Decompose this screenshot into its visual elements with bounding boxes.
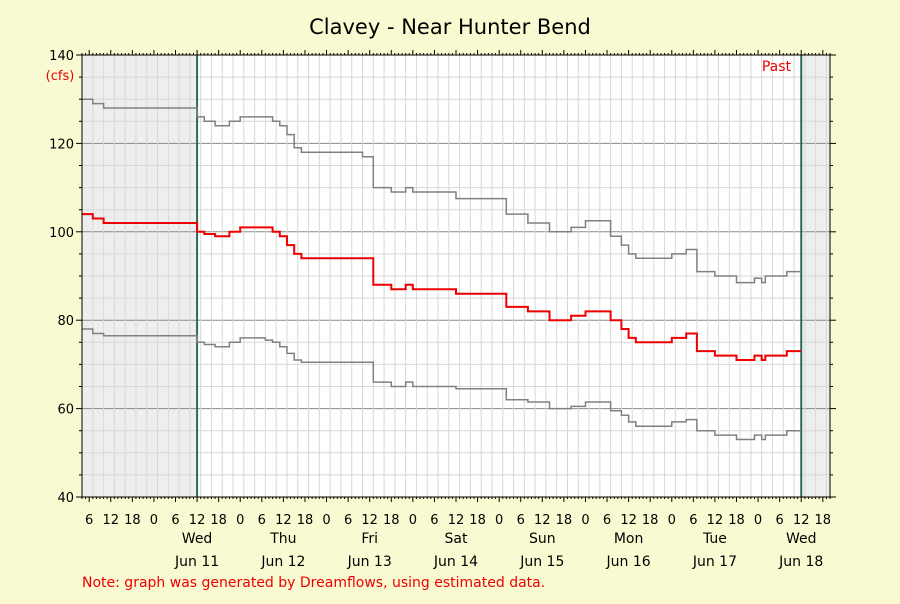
y-tick-label: 140 <box>49 49 74 64</box>
x-weekday-label: Fri <box>361 531 378 547</box>
x-date-label: Jun 15 <box>519 554 564 570</box>
x-weekday-label: Sun <box>529 531 556 547</box>
x-hour-label: 0 <box>668 513 676 528</box>
y-axis-label: (cfs) <box>46 69 75 84</box>
x-hour-label: 12 <box>102 513 119 528</box>
y-tick-label: 120 <box>49 137 74 152</box>
x-hour-label: 0 <box>322 513 330 528</box>
footer-note: Note: graph was generated by Dreamflows,… <box>82 575 545 591</box>
x-hour-label: 6 <box>85 513 93 528</box>
x-hour-label: 0 <box>409 513 417 528</box>
x-hour-label: 12 <box>448 513 465 528</box>
series-line-upper <box>82 98 802 284</box>
x-hour-label: 18 <box>210 513 227 528</box>
y-tick-label: 60 <box>57 403 74 418</box>
x-hour-label: 12 <box>361 513 378 528</box>
x-weekday-label: Wed <box>182 531 213 547</box>
x-weekday-label: Mon <box>614 531 644 547</box>
series-line-lower <box>82 328 802 441</box>
x-hour-label: 6 <box>344 513 352 528</box>
x-hour-label: 12 <box>620 513 637 528</box>
x-date-label: Jun 16 <box>606 554 651 570</box>
x-hour-label: 18 <box>642 513 659 528</box>
x-hour-label: 18 <box>815 513 832 528</box>
x-weekday-label: Tue <box>702 531 727 547</box>
x-hour-label: 18 <box>469 513 486 528</box>
x-date-label: Jun 13 <box>347 554 392 570</box>
x-weekday-label: Sat <box>445 531 468 547</box>
x-hour-label: 0 <box>150 513 158 528</box>
x-date-label: Jun 14 <box>433 554 478 570</box>
x-hour-label: 6 <box>430 513 438 528</box>
x-hour-label: 6 <box>517 513 525 528</box>
y-tick-label: 80 <box>57 314 74 329</box>
y-tick-label: 40 <box>57 491 74 506</box>
x-hour-label: 12 <box>707 513 724 528</box>
x-date-label: Jun 18 <box>778 554 823 570</box>
x-hour-label: 12 <box>534 513 551 528</box>
x-hour-label: 12 <box>275 513 292 528</box>
chart-title: Clavey - Near Hunter Bend <box>309 15 591 39</box>
x-hour-label: 18 <box>383 513 400 528</box>
x-hour-label: 6 <box>776 513 784 528</box>
x-date-label: Jun 12 <box>260 554 305 570</box>
x-hour-label: 18 <box>728 513 745 528</box>
past-region-label: Past <box>762 59 792 75</box>
x-hour-label: 12 <box>189 513 206 528</box>
x-hour-label: 6 <box>171 513 179 528</box>
x-date-label: Jun 11 <box>174 554 219 570</box>
x-hour-label: 0 <box>754 513 762 528</box>
x-hour-label: 18 <box>124 513 141 528</box>
x-hour-label: 0 <box>495 513 503 528</box>
x-date-label: Jun 17 <box>692 554 737 570</box>
x-weekday-label: Wed <box>786 531 817 547</box>
x-hour-label: 0 <box>581 513 589 528</box>
x-hour-label: 6 <box>603 513 611 528</box>
x-weekday-label: Thu <box>269 531 296 547</box>
y-tick-label: 100 <box>49 226 74 241</box>
series-line-main <box>82 213 802 361</box>
x-hour-label: 18 <box>297 513 314 528</box>
x-hour-label: 18 <box>556 513 573 528</box>
x-hour-label: 6 <box>258 513 266 528</box>
x-hour-label: 12 <box>793 513 810 528</box>
x-hour-label: 0 <box>236 513 244 528</box>
x-hour-label: 6 <box>689 513 697 528</box>
